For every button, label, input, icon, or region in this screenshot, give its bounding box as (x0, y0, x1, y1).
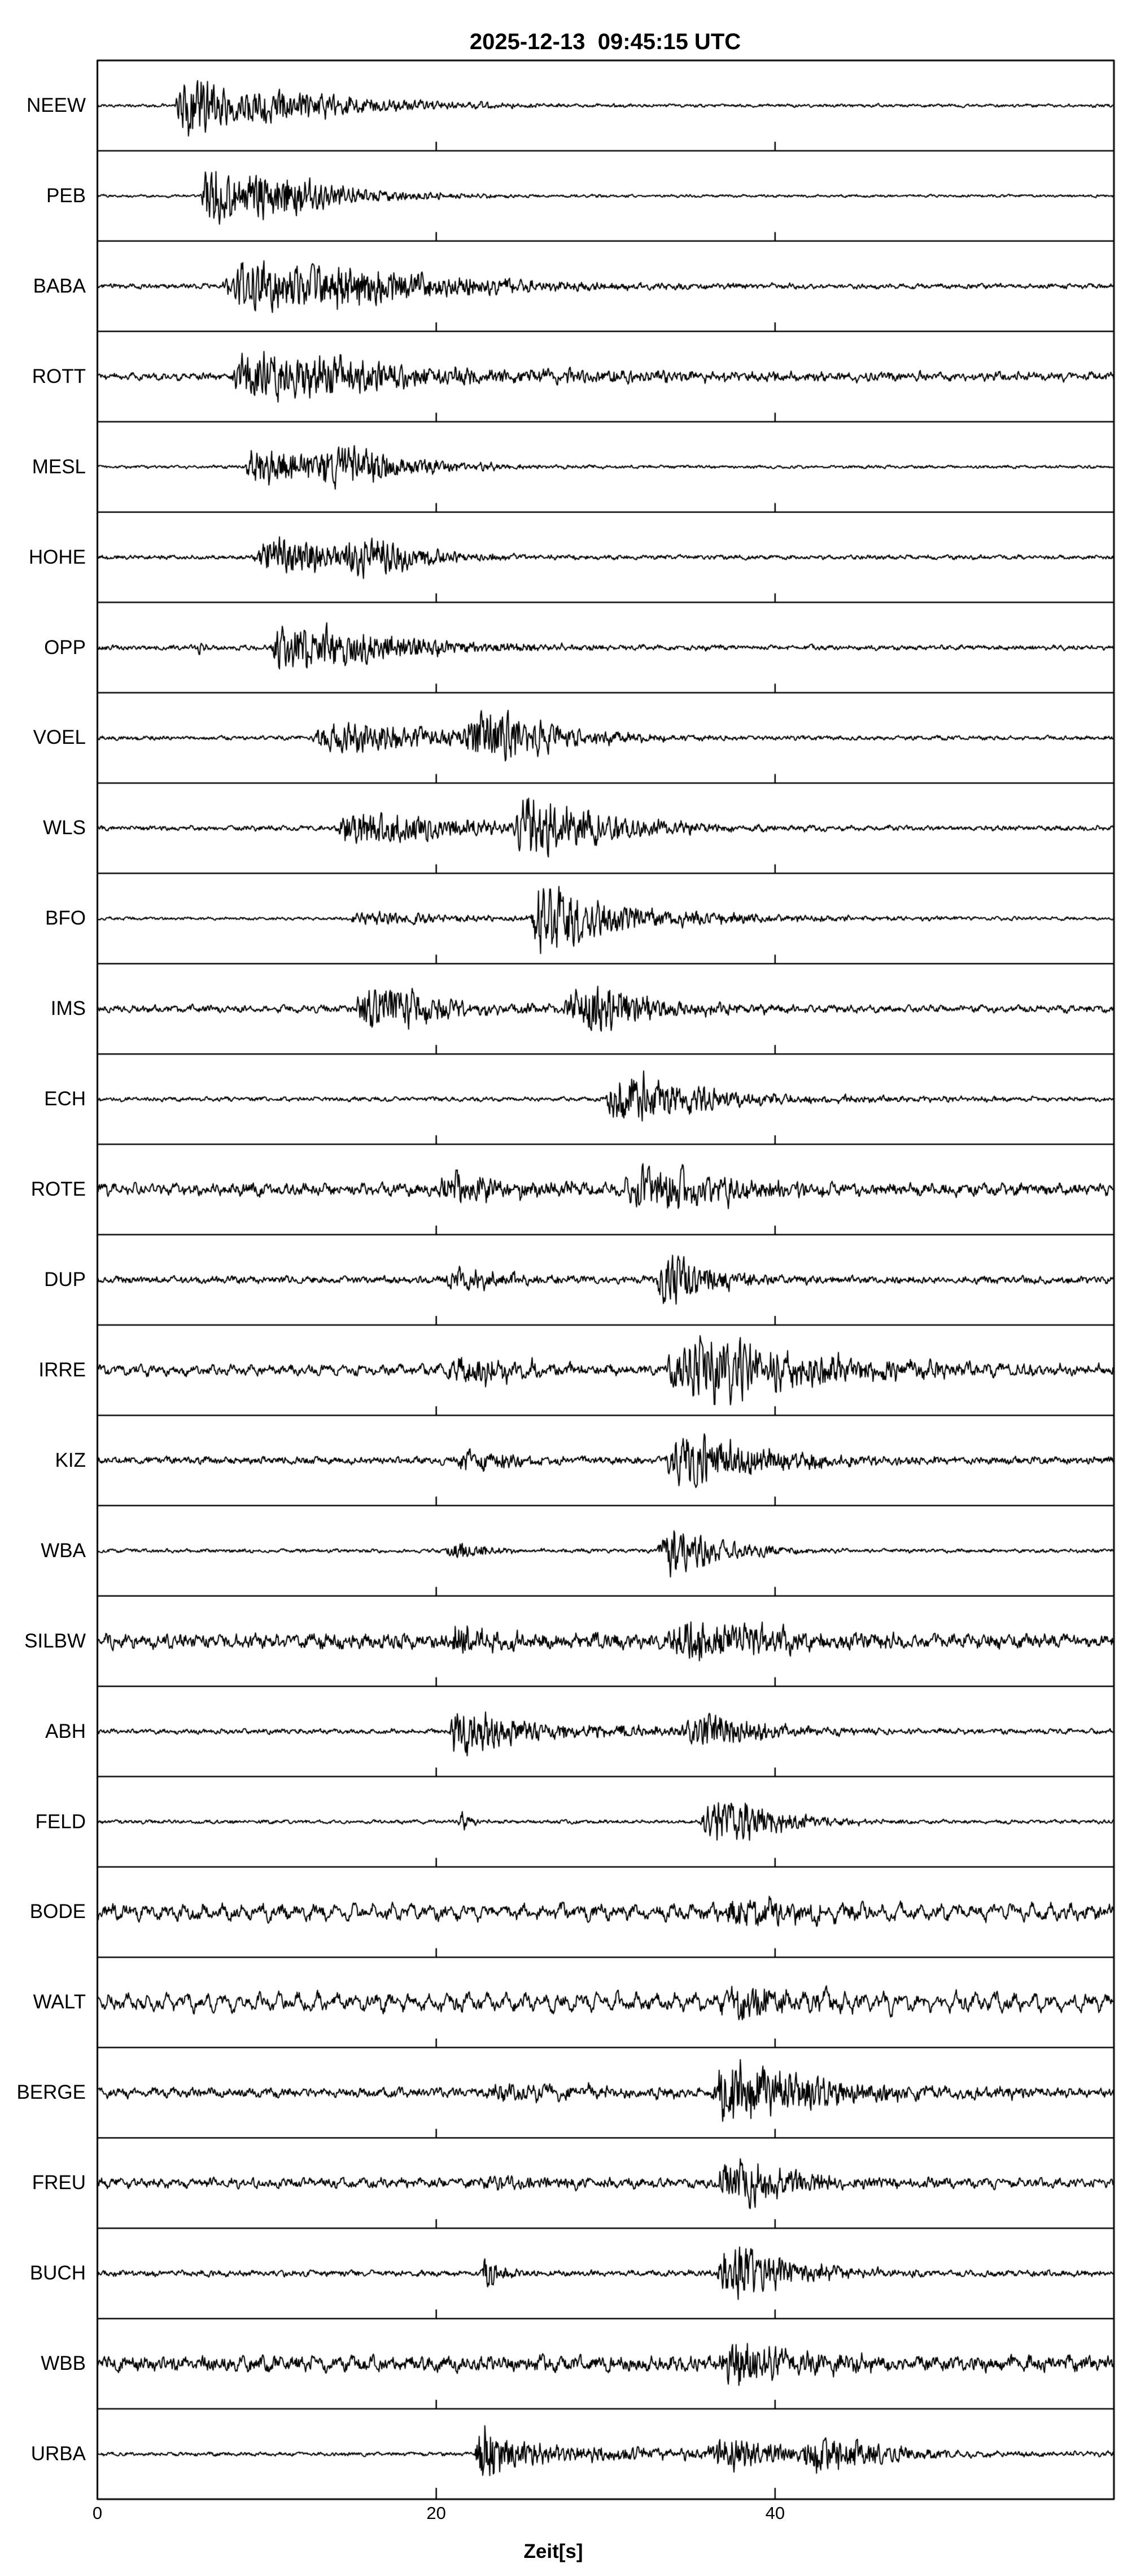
x-axis-title: Zeit[s] (523, 2540, 583, 2562)
station-label: PEB (46, 184, 86, 207)
station-label: WALT (33, 1991, 86, 2013)
station-label: BUCH (29, 2262, 86, 2285)
station-label: VOEL (33, 726, 86, 749)
station-label: BFO (45, 907, 86, 930)
station-label: IRRE (38, 1358, 86, 1381)
station-label: BODE (29, 1901, 86, 1923)
station-label: FELD (35, 1810, 86, 1833)
x-axis-tick-label: 0 (92, 2503, 103, 2523)
station-label: FREU (32, 2172, 86, 2194)
x-axis-tick-label: 40 (765, 2503, 785, 2523)
station-label: ABH (45, 1720, 86, 1742)
station-label: WBB (41, 2352, 86, 2375)
station-label: URBA (30, 2443, 86, 2465)
station-label: KIZ (55, 1449, 86, 1471)
station-label: IMS (50, 997, 86, 1020)
station-label: OPP (44, 636, 86, 659)
station-label: HOHE (28, 546, 86, 568)
station-label: ROTT (32, 365, 86, 387)
station-label: ROTE (30, 1178, 86, 1201)
x-axis-tick-label: 20 (426, 2503, 446, 2523)
station-label: BERGE (16, 2081, 86, 2104)
station-label: WLS (43, 817, 86, 839)
station-label: WBA (41, 1539, 86, 1562)
station-label: NEEW (27, 94, 86, 116)
station-label: DUP (44, 1269, 86, 1291)
station-label: SILBW (24, 1629, 86, 1652)
station-label: BABA (33, 274, 86, 297)
station-label: MESL (32, 455, 86, 478)
station-label: ECH (44, 1088, 86, 1110)
figure-title: 2025-12-13 09:45:15 UTC (469, 29, 741, 54)
